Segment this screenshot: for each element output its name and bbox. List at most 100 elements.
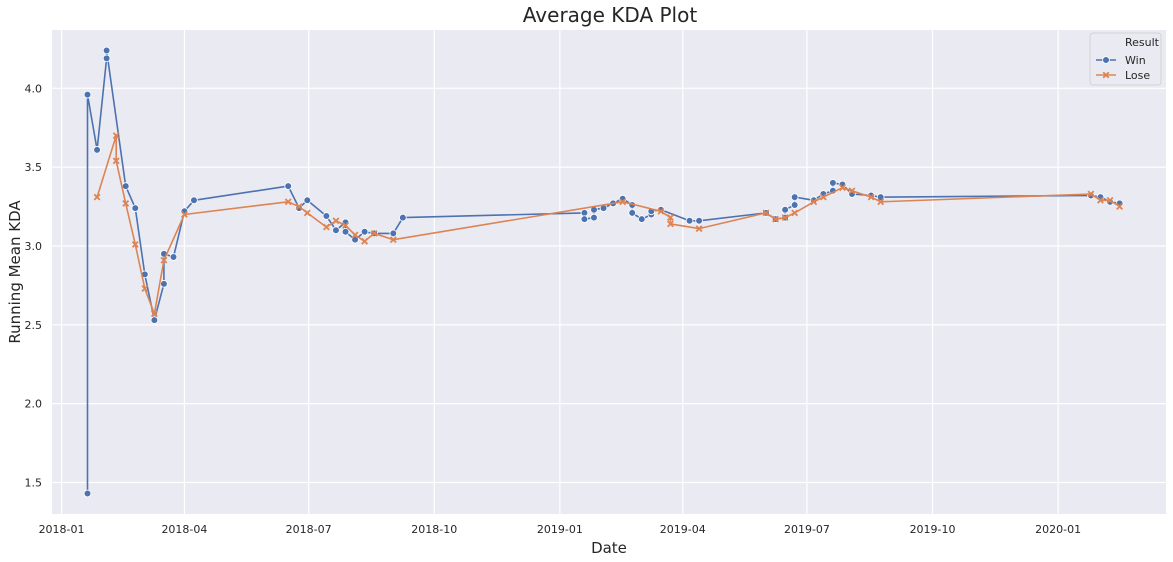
data-point-lose: [848, 187, 856, 195]
data-point-lose: [839, 184, 846, 192]
x-axis-label: Date: [591, 539, 627, 557]
data-point-win: [637, 215, 646, 223]
data-point-win: [790, 201, 799, 209]
legend-label-win: Win: [1125, 54, 1146, 67]
y-tick-label: 3.0: [25, 240, 43, 253]
chart-title: Average KDA Plot: [523, 3, 698, 27]
x-tick-label: 2018-01: [39, 523, 85, 536]
data-point-lose: [867, 193, 875, 201]
x-axis-ticks: 2018-01 2018-04 2018-07 2018-10 2019-01 2019-…: [39, 523, 1082, 536]
y-axis-ticks: 1.5 2.0 2.5 3.0 3.5 4.0: [25, 82, 43, 489]
data-point-lose: [361, 237, 369, 245]
x-tick-label: 2019-07: [784, 523, 830, 536]
data-point-win: [628, 209, 637, 217]
x-tick-label: 2020-01: [1035, 523, 1081, 536]
data-point-lose: [303, 209, 311, 217]
x-tick-label: 2018-10: [411, 523, 457, 536]
data-point-lose: [791, 209, 799, 217]
data-point-win: [580, 215, 589, 223]
data-point-win: [790, 193, 799, 201]
data-point-lose: [1087, 190, 1095, 198]
y-tick-label: 2.0: [25, 398, 43, 411]
x-tick-label: 2018-07: [286, 523, 332, 536]
data-point-lose: [819, 193, 827, 201]
data-point-lose: [150, 310, 158, 318]
data-point-win: [93, 146, 101, 154]
data-point-lose: [1116, 203, 1124, 211]
data-point-lose: [695, 225, 703, 233]
data-point-win: [590, 213, 598, 222]
data-point-win: [695, 216, 703, 225]
data-point-lose: [122, 199, 130, 207]
data-point-win: [389, 229, 398, 238]
data-point-lose: [1106, 196, 1114, 204]
data-point-win: [360, 227, 369, 236]
data-point-lose: [810, 198, 818, 206]
data-point-lose: [295, 203, 303, 211]
data-point-lose: [666, 214, 674, 222]
data-point-lose: [141, 285, 149, 292]
data-point-win: [102, 54, 111, 63]
data-point-win: [399, 213, 407, 222]
y-axis-label: Running Mean KDA: [6, 200, 24, 344]
data-point-lose: [322, 223, 330, 231]
data-point-win: [829, 179, 837, 187]
data-point-lose: [781, 214, 789, 222]
data-point-lose: [370, 229, 378, 237]
series-layer: [83, 46, 1124, 498]
legend-label-lose: Lose: [1125, 69, 1150, 82]
data-point-win: [685, 216, 694, 225]
data-point-lose: [351, 231, 359, 239]
series-lose: [93, 132, 1124, 318]
data-point-lose: [160, 256, 168, 264]
data-point-win: [341, 227, 350, 236]
data-point-lose: [1097, 196, 1104, 204]
data-point-lose: [657, 207, 665, 215]
data-point-lose: [284, 198, 292, 206]
legend-marker-win: [1102, 56, 1110, 64]
plot-area: [52, 30, 1166, 514]
data-point-lose: [342, 222, 349, 229]
data-point-lose: [332, 217, 340, 225]
legend-items: Win Lose: [1096, 54, 1150, 82]
data-point-win: [160, 280, 168, 288]
x-tick-label: 2019-01: [537, 523, 583, 536]
y-tick-label: 2.5: [25, 319, 43, 332]
data-point-lose: [389, 236, 397, 244]
data-point-lose: [877, 198, 885, 206]
data-point-win: [332, 226, 340, 235]
data-point-win: [284, 182, 292, 190]
data-point-lose: [131, 240, 139, 248]
data-point-lose: [93, 193, 101, 201]
data-point-win: [351, 235, 359, 244]
data-point-win: [303, 196, 312, 205]
data-point-lose: [619, 198, 627, 206]
data-point-win: [83, 90, 92, 99]
legend-title: Result: [1125, 36, 1160, 49]
data-point-win: [876, 193, 885, 201]
data-point-lose: [772, 215, 779, 223]
data-point-lose: [666, 220, 674, 228]
x-tick-label: 2019-10: [910, 523, 956, 536]
data-point-win: [322, 212, 331, 220]
y-tick-label: 1.5: [25, 476, 43, 489]
x-tick-label: 2019-04: [660, 523, 706, 536]
data-point-lose: [180, 211, 188, 218]
data-point-win: [150, 316, 159, 324]
data-point-win: [131, 204, 140, 212]
y-tick-label: 4.0: [25, 82, 43, 95]
data-point-win: [580, 209, 589, 217]
data-point-win: [102, 46, 111, 55]
data-point-lose: [762, 209, 770, 217]
data-point-win: [190, 196, 198, 205]
legend-item-win: Win: [1096, 54, 1146, 67]
x-tick-label: 2018-04: [161, 523, 207, 536]
data-point-win: [83, 489, 92, 498]
data-point-lose: [112, 132, 120, 140]
grid-lines: [52, 30, 1166, 514]
y-tick-label: 3.5: [25, 161, 43, 174]
legend: Result Win Lose: [1089, 32, 1162, 86]
data-point-win: [169, 253, 178, 261]
data-point-lose: [112, 157, 120, 165]
